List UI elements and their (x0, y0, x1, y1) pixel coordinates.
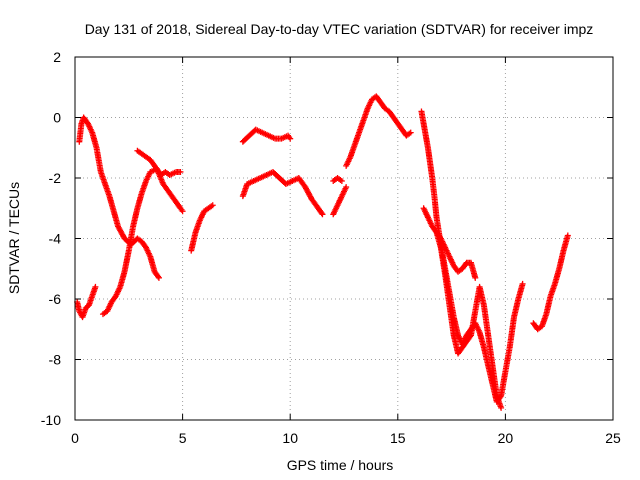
y-tick-label: -4 (49, 231, 62, 247)
data-point-marker (179, 208, 186, 215)
series-track-5 (188, 202, 216, 254)
series-track-6 (239, 126, 294, 145)
series-track-12 (420, 205, 505, 411)
x-tick-label: 25 (605, 430, 621, 446)
grid-lines (75, 57, 613, 420)
x-tick-label: 10 (282, 430, 298, 446)
data-point-marker (343, 184, 350, 191)
data-point-marker (155, 274, 162, 281)
data-point-marker (318, 210, 325, 217)
y-tick-label: -10 (41, 412, 61, 428)
data-point-marker (287, 135, 294, 142)
x-axis-label: GPS time / hours (287, 457, 394, 473)
x-tick-label: 0 (71, 430, 79, 446)
data-point-marker (519, 280, 526, 287)
data-point-marker (92, 283, 99, 290)
y-tick-label: 0 (53, 110, 61, 126)
data-points (74, 93, 571, 411)
x-tick-label: 15 (390, 430, 406, 446)
data-point-marker (177, 168, 184, 175)
chart-title: Day 131 of 2018, Sidereal Day-to-day VTE… (85, 21, 594, 37)
series-track-4 (134, 147, 186, 215)
series-track-11 (418, 108, 526, 405)
series-track-14 (530, 232, 571, 333)
y-tick-label: -8 (49, 352, 62, 368)
y-axis-label: SDTVAR / TECUs (6, 182, 22, 294)
series-track-7 (239, 168, 326, 218)
data-point-marker (467, 333, 474, 340)
y-tick-label: -6 (49, 291, 62, 307)
series-track-1 (76, 114, 162, 281)
series-track-10 (343, 93, 414, 169)
series-track-13 (433, 229, 479, 281)
y-tick-label: 2 (53, 49, 61, 65)
data-point-marker (209, 202, 216, 209)
series-track-9 (330, 175, 345, 185)
x-tick-label: 5 (179, 430, 187, 446)
data-point-marker (564, 232, 571, 239)
data-point-marker (498, 404, 505, 411)
series-track-2 (74, 283, 99, 321)
series-track-8 (330, 184, 350, 218)
data-point-marker (407, 129, 414, 136)
data-point-marker (338, 178, 345, 185)
data-point-marker (155, 273, 162, 280)
data-point-marker (472, 274, 479, 281)
data-point-marker (319, 211, 326, 218)
y-tick-label: -2 (49, 170, 62, 186)
x-tick-label: 20 (498, 430, 514, 446)
